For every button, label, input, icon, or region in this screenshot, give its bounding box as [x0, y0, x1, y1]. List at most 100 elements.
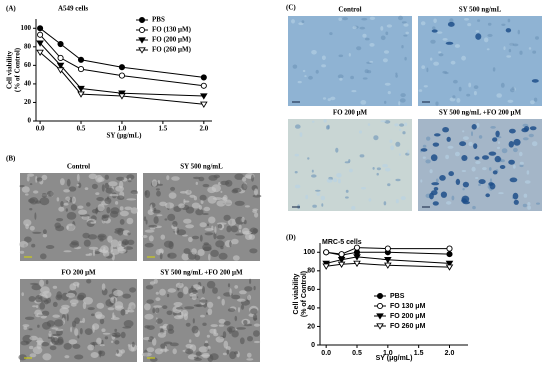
x-tick-label: 1.5: [159, 125, 168, 133]
cell-texture: [189, 292, 193, 297]
cell-texture: [189, 194, 196, 198]
x-tick-label: 0.0: [36, 125, 45, 133]
cell-texture: [433, 61, 439, 66]
cell-texture: [206, 280, 216, 289]
marker: [77, 56, 85, 63]
cell-texture: [191, 202, 200, 209]
cell-texture: [41, 310, 50, 316]
cell-texture: [330, 96, 336, 101]
cell-texture: [369, 16, 376, 20]
cell-texture: [222, 331, 227, 339]
cell-texture: [398, 153, 401, 156]
cell-texture: [167, 253, 171, 257]
cell-texture: [438, 53, 444, 57]
cell-texture: [435, 101, 439, 106]
cell-texture: [348, 53, 351, 57]
cell-texture: [302, 69, 306, 73]
cell-texture: [101, 215, 109, 222]
cell-texture: [112, 334, 121, 338]
cell-texture: [29, 225, 35, 231]
cell-texture: [24, 236, 32, 243]
cell-texture: [21, 292, 25, 297]
x-tick-label: 2.0: [445, 350, 455, 357]
cell-texture: [486, 48, 490, 51]
cell-texture: [144, 229, 155, 233]
cell-texture: [399, 128, 402, 131]
cell-texture: [198, 176, 205, 182]
cell-texture: [205, 340, 208, 344]
cell-texture: [524, 180, 531, 184]
cell-texture: [199, 194, 207, 201]
cell-texture: [367, 123, 371, 126]
cell-texture: [155, 297, 161, 302]
cell-texture: [253, 330, 260, 337]
cell-texture: [144, 190, 151, 198]
y-tick-label: 100: [21, 24, 32, 32]
image-caption: SY 500 ng/mL +FO 200 μM: [439, 109, 522, 117]
x-tick-label: 0.0: [321, 350, 331, 357]
panel-label: (C): [286, 4, 296, 12]
cell-texture: [28, 328, 33, 331]
y-axis-label: Cell viability: [293, 273, 300, 314]
cell-texture: [535, 36, 539, 40]
cell-texture: [519, 50, 523, 55]
cell-texture: [430, 39, 436, 44]
stained-cell: [420, 148, 428, 152]
cell-texture: [462, 188, 465, 191]
stained-cell: [431, 190, 438, 196]
cell-texture: [253, 340, 261, 344]
cell-texture: [41, 174, 48, 181]
cell-texture: [36, 342, 42, 350]
cell-texture: [72, 320, 77, 328]
stained-cell: [446, 136, 451, 142]
cell-texture: [198, 346, 208, 353]
x-tick-label: 0.5: [77, 125, 86, 133]
stained-cell: [531, 79, 539, 83]
cell-texture: [477, 19, 481, 22]
stained-cell: [442, 127, 449, 133]
cell-texture: [36, 177, 43, 182]
cell-texture: [399, 123, 405, 127]
cell-texture: [126, 198, 137, 201]
cell-texture: [425, 159, 431, 164]
cell-texture: [383, 50, 390, 54]
cell-texture: [451, 195, 455, 201]
cell-texture: [230, 225, 239, 233]
image-caption: SY 500 ng/mL: [180, 163, 223, 171]
cell-texture: [468, 82, 472, 88]
cell-texture: [376, 167, 381, 171]
cell-texture: [45, 280, 49, 285]
y-axis-label: (% of Control): [301, 271, 308, 317]
cell-texture: [512, 43, 519, 47]
cell-texture: [327, 124, 330, 130]
cell-texture: [32, 305, 37, 308]
cell-texture: [147, 209, 155, 216]
cell-texture: [247, 352, 252, 358]
cell-texture: [36, 312, 43, 316]
cell-texture: [385, 31, 389, 36]
cell-texture: [35, 295, 43, 303]
marker: [200, 101, 208, 108]
cell-texture: [159, 288, 166, 296]
cell-texture: [166, 175, 170, 181]
cell-texture: [19, 185, 25, 188]
chart: A549 cells 0 20 40 60 80 100 0.0 0.5 1.0 1.5 2.0 SY …: [6, 5, 212, 140]
cell-texture: [360, 100, 367, 105]
cell-texture: [41, 342, 50, 347]
cell-texture: [36, 305, 39, 309]
cell-texture: [141, 352, 152, 357]
cell-texture: [209, 328, 216, 334]
cell-texture: [183, 286, 189, 295]
cell-texture: [104, 197, 112, 205]
cell-texture: [501, 23, 506, 26]
marker: [376, 292, 384, 300]
cell-texture: [311, 50, 317, 55]
cell-texture: [384, 167, 391, 172]
cell-texture: [418, 89, 423, 92]
stained-cell: [432, 201, 439, 206]
marker: [446, 251, 453, 258]
cell-texture: [33, 190, 39, 194]
cell-texture: [232, 187, 242, 193]
cell-texture: [23, 326, 28, 330]
